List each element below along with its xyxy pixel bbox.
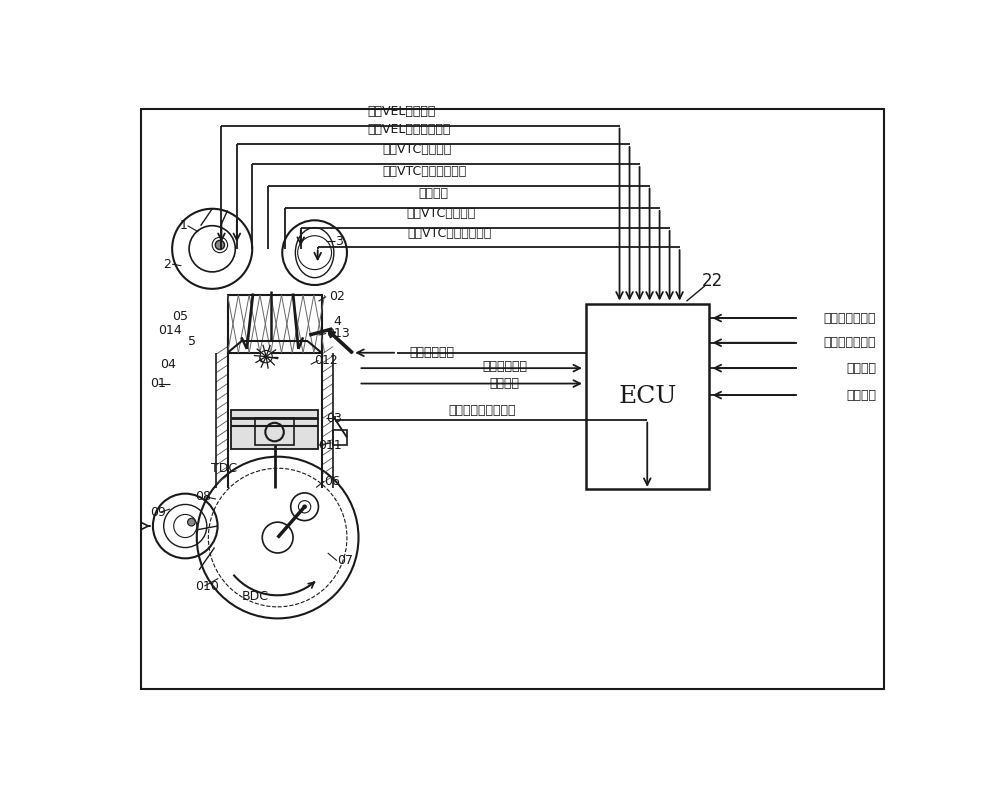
Bar [333, 430, 347, 445]
Text: 3: 3 [335, 235, 343, 247]
Circle shape [260, 351, 272, 363]
Text: BDC: BDC [241, 590, 268, 604]
Bar [255, 418, 294, 445]
Text: 06: 06 [324, 475, 340, 488]
Text: 5: 5 [188, 335, 196, 348]
Text: 进气VTC实际位置信号: 进气VTC实际位置信号 [408, 227, 492, 239]
Text: 2: 2 [163, 258, 171, 271]
Text: 排气VEL控制信号: 排气VEL控制信号 [367, 105, 436, 118]
Text: 04: 04 [160, 358, 176, 371]
Text: TDC: TDC [211, 461, 237, 475]
Text: 加速器开度信号: 加速器开度信号 [823, 337, 876, 349]
Text: 03: 03 [326, 412, 342, 425]
Text: 排气VTC实际位置信号: 排气VTC实际位置信号 [383, 165, 467, 178]
Text: 07: 07 [337, 554, 353, 567]
Text: 09: 09 [151, 506, 166, 519]
Text: 车速信号: 车速信号 [846, 362, 876, 374]
Bar [586, 304, 709, 489]
Text: 014: 014 [158, 324, 182, 337]
Text: 点火信号: 点火信号 [419, 187, 449, 201]
Bar [228, 295, 322, 353]
Text: 制动信号: 制动信号 [490, 377, 520, 390]
Text: 排气VEL实际位置信号: 排气VEL实际位置信号 [368, 123, 451, 137]
Circle shape [302, 505, 307, 509]
Text: 排气VTC控制信号: 排气VTC控制信号 [382, 144, 452, 156]
Text: 进气VTC控制信号: 进气VTC控制信号 [407, 207, 476, 220]
Text: 燃料喷射信号: 燃料喷射信号 [409, 346, 454, 359]
Text: 1: 1 [180, 219, 188, 232]
Text: 22: 22 [702, 272, 723, 290]
Text: 08: 08 [195, 491, 211, 503]
Circle shape [188, 518, 195, 526]
Text: 02: 02 [329, 290, 345, 303]
Text: 05: 05 [172, 310, 188, 323]
Text: ECU: ECU [618, 386, 676, 408]
Text: 发动机主体温度信号: 发动机主体温度信号 [448, 404, 515, 417]
FancyArrow shape [329, 331, 353, 354]
Text: 齿轮位置: 齿轮位置 [846, 389, 876, 401]
Bar [231, 411, 318, 449]
Text: 发动机转数信号: 发动机转数信号 [823, 311, 876, 325]
Text: 012: 012 [314, 354, 338, 367]
Circle shape [215, 240, 225, 250]
Text: 013: 013 [326, 327, 350, 340]
Text: 010: 010 [195, 580, 219, 592]
Text: 曲柄转角信号: 曲柄转角信号 [482, 360, 527, 373]
Circle shape [260, 356, 266, 362]
Text: 4: 4 [334, 315, 342, 329]
Text: 011: 011 [318, 438, 342, 452]
Text: 01: 01 [151, 377, 166, 390]
